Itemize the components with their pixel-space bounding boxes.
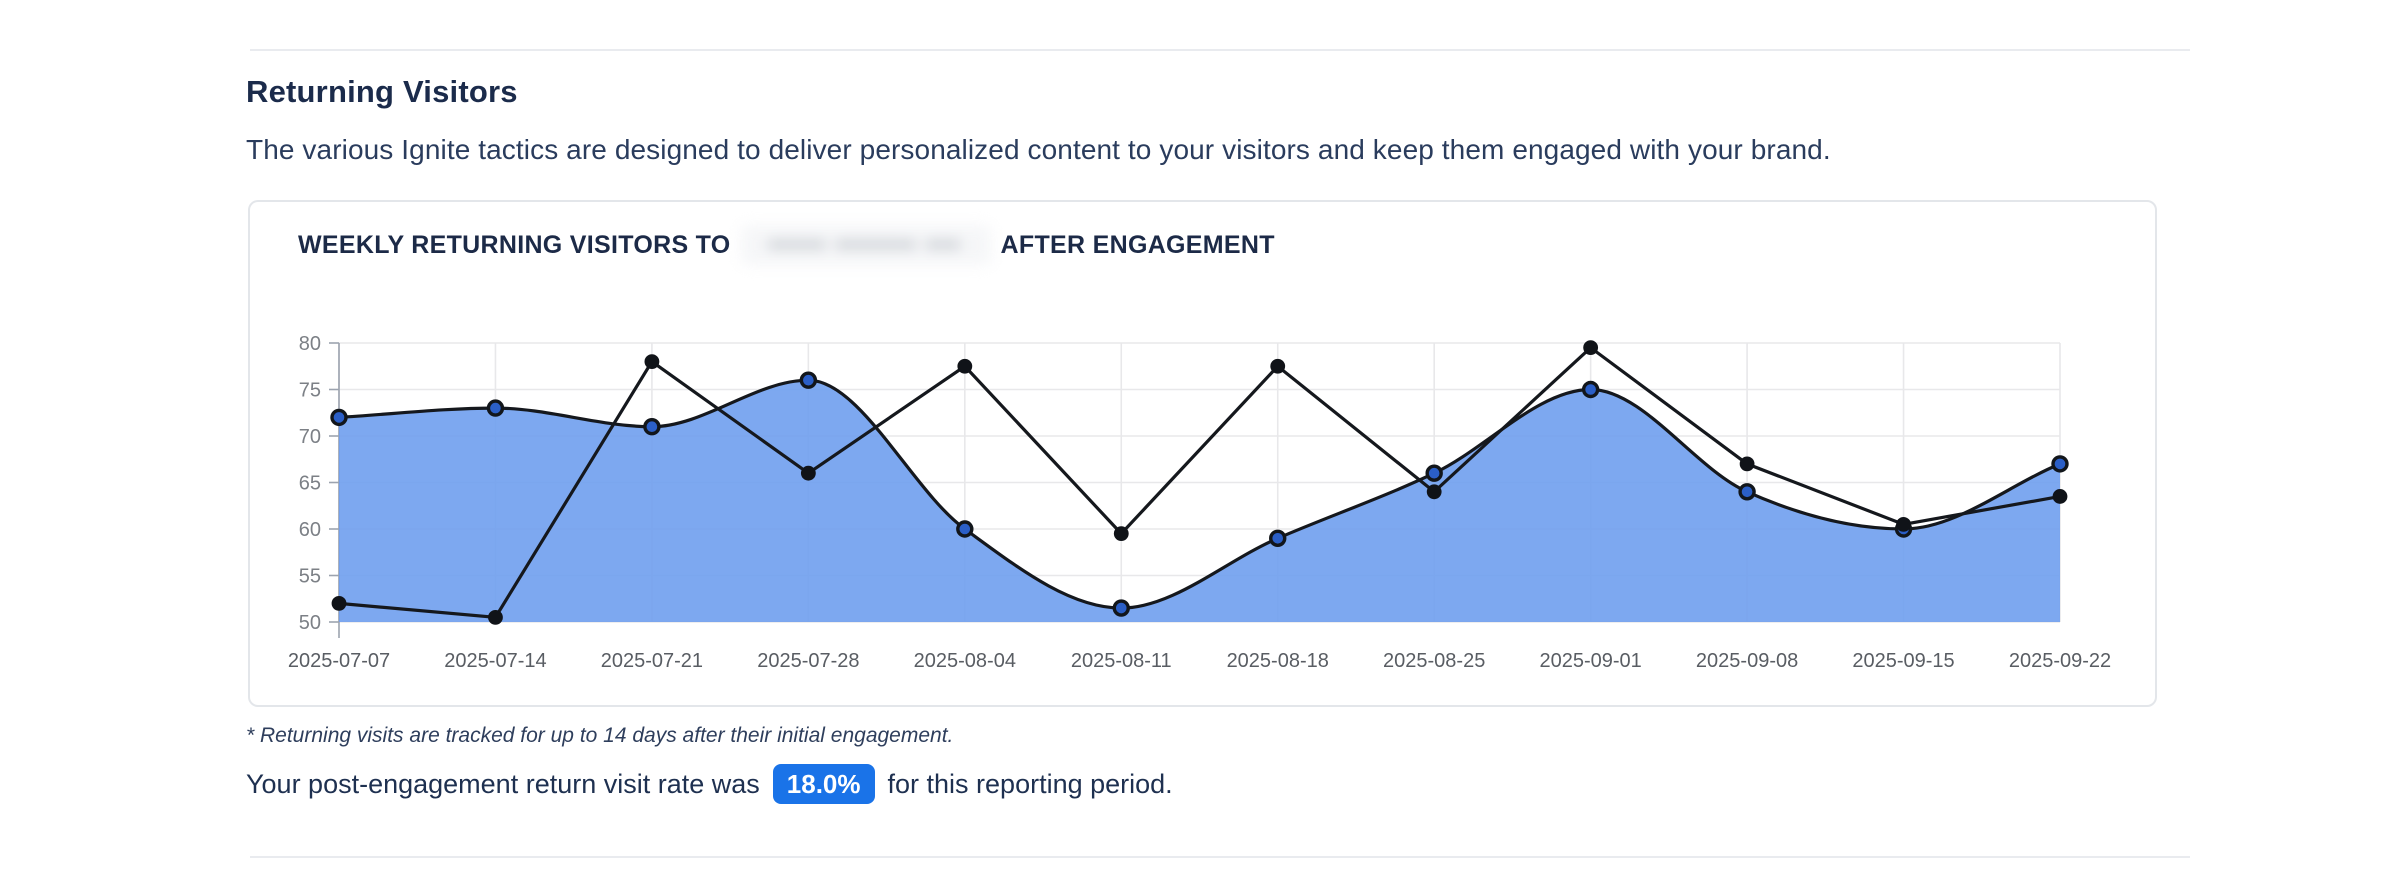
section-divider-top (250, 49, 2190, 51)
redacted-site-name: ▪▪▪▪▪ ▪▪▪▪▪▪▪ ▪▪▪ (740, 225, 991, 265)
chart-panel (248, 200, 2157, 707)
chart-footnote: * Returning visits are tracked for up to… (246, 724, 954, 747)
summary-prefix: Your post-engagement return visit rate w… (246, 768, 760, 799)
section-title: Returning Visitors (246, 74, 518, 109)
summary-sentence: Your post-engagement return visit rate w… (246, 762, 1173, 806)
section-divider-bottom (250, 856, 2190, 858)
chart-title: WEEKLY RETURNING VISITORS TO ▪▪▪▪▪ ▪▪▪▪▪… (298, 223, 1275, 267)
chart-title-prefix: WEEKLY RETURNING VISITORS TO (298, 230, 731, 259)
section-subtitle: The various Ignite tactics are designed … (246, 134, 1831, 165)
return-rate-badge: 18.0% (772, 764, 875, 804)
summary-suffix: for this reporting period. (887, 768, 1173, 799)
chart-title-suffix: AFTER ENGAGEMENT (1000, 230, 1275, 259)
